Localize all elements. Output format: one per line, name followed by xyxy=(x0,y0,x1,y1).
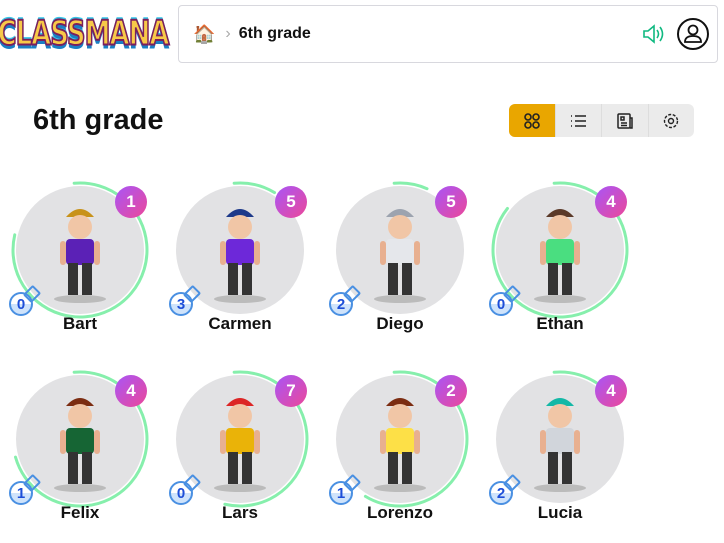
newspaper-icon xyxy=(617,112,633,129)
student-name: Lucia xyxy=(537,503,583,522)
page-title: 6th grade xyxy=(33,104,164,136)
potion-counter: 1 xyxy=(9,481,33,505)
student-name: Lorenzo xyxy=(366,503,434,522)
student-avatar xyxy=(534,209,586,303)
student-card[interactable]: 5 3 Carmen xyxy=(165,178,315,348)
student-name: Lars xyxy=(222,503,258,522)
student-avatar xyxy=(54,398,106,492)
student-name: Felix xyxy=(60,503,100,522)
speaker-icon[interactable] xyxy=(641,23,665,45)
student-name: Carmen xyxy=(208,314,272,333)
level-badge: 5 xyxy=(275,186,307,218)
potion-counter: 3 xyxy=(169,292,193,316)
level-badge: 1 xyxy=(115,186,147,218)
breadcrumb-current: 6th grade xyxy=(238,25,311,42)
potion-counter: 0 xyxy=(9,292,33,316)
grid-view-button[interactable] xyxy=(509,104,556,137)
user-icon xyxy=(684,24,702,43)
student-card[interactable]: 2 1 Lorenzo xyxy=(325,367,475,537)
student-avatar xyxy=(374,398,426,492)
potion-counter: 2 xyxy=(329,292,353,316)
user-profile-button[interactable] xyxy=(677,18,709,50)
student-name: Ethan xyxy=(536,314,584,333)
view-mode-toggle xyxy=(509,104,694,137)
level-badge: 2 xyxy=(435,375,467,407)
student-card[interactable]: 4 0 Ethan xyxy=(485,178,635,348)
student-card[interactable]: 4 1 Felix xyxy=(5,367,155,537)
gear-icon xyxy=(664,113,679,128)
potion-counter: 0 xyxy=(169,481,193,505)
student-name: Bart xyxy=(62,314,97,333)
top-bar: 🏠 › 6th grade xyxy=(178,5,718,63)
settings-button[interactable] xyxy=(649,104,695,137)
potion-counter: 2 xyxy=(489,481,513,505)
classmana-logo[interactable]: CLASSMANA xyxy=(0,14,170,55)
chevron-right-icon: › xyxy=(225,25,231,42)
student-avatar xyxy=(374,209,426,303)
student-avatar xyxy=(54,209,106,303)
student-name: Diego xyxy=(376,314,424,333)
grid-icon xyxy=(523,112,540,129)
house-icon[interactable]: 🏠 xyxy=(193,23,216,44)
student-card[interactable]: 5 2 Diego xyxy=(325,178,475,348)
student-card[interactable]: 4 2 Lucia xyxy=(485,367,635,537)
level-badge: 5 xyxy=(435,186,467,218)
list-icon xyxy=(571,114,587,127)
report-view-button[interactable] xyxy=(602,104,649,137)
potion-counter: 1 xyxy=(329,481,353,505)
level-badge: 4 xyxy=(115,375,147,407)
student-avatar xyxy=(214,209,266,303)
level-badge: 7 xyxy=(275,375,307,407)
list-view-button[interactable] xyxy=(556,104,602,137)
level-badge: 4 xyxy=(595,375,627,407)
student-avatar xyxy=(214,398,266,492)
student-card[interactable]: 7 0 Lars xyxy=(165,367,315,537)
student-card[interactable]: 1 0 Bart xyxy=(5,178,155,348)
student-avatar xyxy=(534,398,586,492)
level-badge: 4 xyxy=(595,186,627,218)
potion-counter: 0 xyxy=(489,292,513,316)
